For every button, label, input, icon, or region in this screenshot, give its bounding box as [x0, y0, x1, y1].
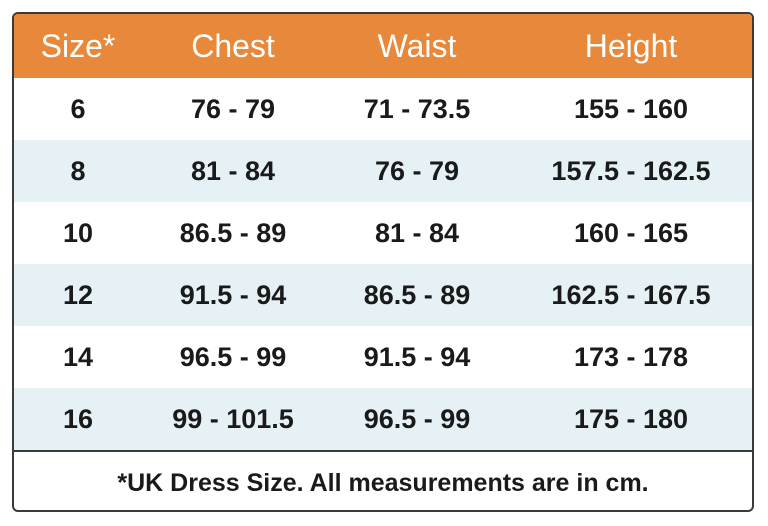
cell-waist: 71 - 73.5	[363, 93, 471, 124]
size-table: Size* Chest Waist Height 6 76 - 79 71 - …	[14, 14, 752, 450]
cell-size: 6	[70, 93, 86, 124]
cell-height: 157.5 - 162.5	[551, 155, 711, 186]
cell-height: 160 - 165	[573, 217, 689, 248]
header-chest: Chest	[191, 27, 275, 64]
size-chart: Size* Chest Waist Height 6 76 - 79 71 - …	[12, 12, 754, 512]
table-body: 6 76 - 79 71 - 73.5 155 - 160 8 81 - 84 …	[14, 78, 752, 450]
cell-size: 14	[62, 341, 94, 372]
table-row: 6 76 - 79 71 - 73.5 155 - 160	[14, 78, 752, 140]
cell-chest: 86.5 - 89	[179, 217, 287, 248]
cell-size: 16	[62, 403, 94, 434]
table-row: 10 86.5 - 89 81 - 84 160 - 165	[14, 202, 752, 264]
cell-chest: 91.5 - 94	[179, 279, 287, 310]
cell-waist: 76 - 79	[374, 155, 460, 186]
header-waist: Waist	[377, 27, 457, 64]
cell-size: 10	[62, 217, 94, 248]
cell-height: 155 - 160	[573, 93, 689, 124]
cell-waist: 91.5 - 94	[363, 341, 471, 372]
cell-size: 8	[70, 155, 86, 186]
cell-waist: 81 - 84	[374, 217, 460, 248]
cell-chest: 99 - 101.5	[172, 403, 294, 434]
cell-waist: 86.5 - 89	[363, 279, 471, 310]
header-row: Size* Chest Waist Height	[14, 14, 752, 78]
header-size: Size*	[40, 27, 116, 64]
cell-height: 162.5 - 167.5	[551, 279, 711, 310]
table-row: 14 96.5 - 99 91.5 - 94 173 - 178	[14, 326, 752, 388]
footnote: *UK Dress Size. All measurements are in …	[14, 450, 752, 510]
table-row: 12 91.5 - 94 86.5 - 89 162.5 - 167.5	[14, 264, 752, 326]
header-height: Height	[584, 27, 678, 64]
cell-chest: 81 - 84	[190, 155, 276, 186]
table-header: Size* Chest Waist Height	[14, 14, 752, 78]
cell-size: 12	[62, 279, 94, 310]
cell-waist: 96.5 - 99	[363, 403, 471, 434]
cell-height: 173 - 178	[573, 341, 689, 372]
table-row: 8 81 - 84 76 - 79 157.5 - 162.5	[14, 140, 752, 202]
cell-chest: 96.5 - 99	[179, 341, 287, 372]
cell-height: 175 - 180	[573, 403, 689, 434]
table-row: 16 99 - 101.5 96.5 - 99 175 - 180	[14, 388, 752, 450]
cell-chest: 76 - 79	[190, 93, 276, 124]
